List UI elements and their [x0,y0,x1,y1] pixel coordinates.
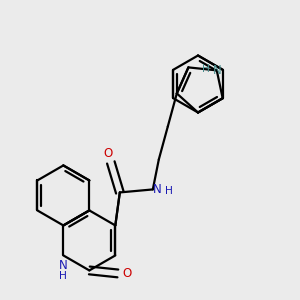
Text: O: O [103,147,112,160]
Text: O: O [122,267,131,280]
Text: H: H [59,272,67,281]
Text: H: H [202,64,210,74]
Text: N: N [59,260,68,272]
Text: H: H [165,186,173,196]
Text: N: N [212,64,221,77]
Text: N: N [153,183,162,196]
